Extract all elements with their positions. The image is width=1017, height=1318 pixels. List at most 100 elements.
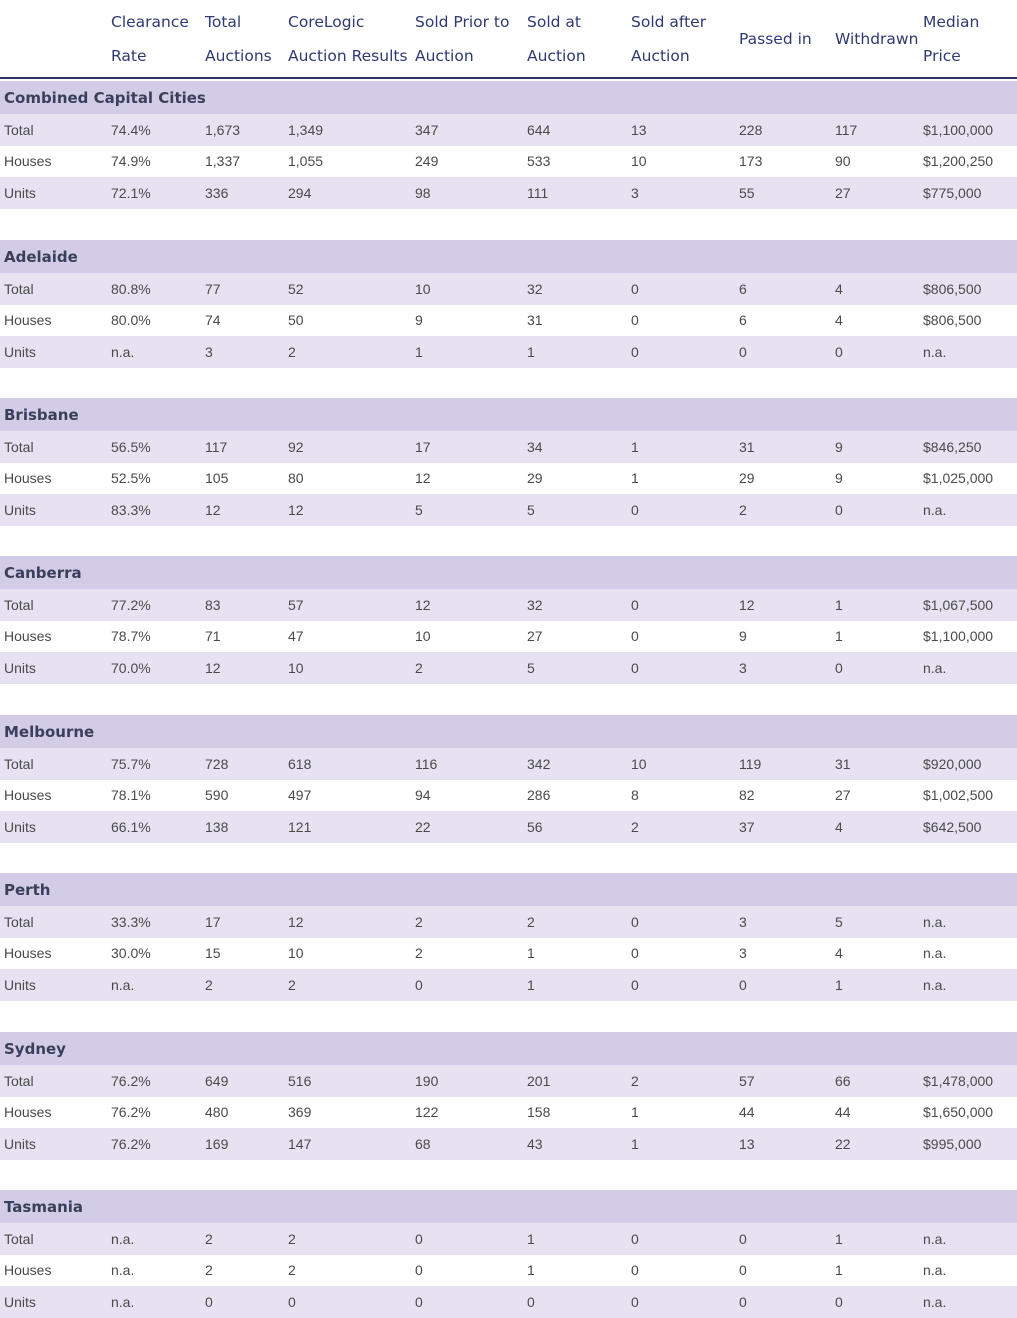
- table-header: Clearance Rate Total Auctions CoreLogic Au…: [0, 0, 1017, 79]
- clearance-rate: n.a.: [111, 1293, 135, 1310]
- sold-after: 13: [631, 121, 647, 138]
- passed-in: 173: [739, 153, 763, 170]
- header-total-auctions: Total Auctions: [205, 12, 272, 65]
- sold-at: 56: [527, 818, 543, 835]
- clearance-rate: 83.3%: [111, 501, 151, 518]
- sold-after: 2: [631, 818, 639, 835]
- passed-in: 3: [739, 945, 747, 962]
- section-header: Tasmania: [0, 1190, 1017, 1223]
- sold-prior: 9: [415, 312, 423, 329]
- sold-at: 201: [527, 1072, 551, 1089]
- passed-in: 13: [739, 1135, 755, 1152]
- clearance-rate: 66.1%: [111, 818, 151, 835]
- corelogic-results: 10: [288, 659, 304, 676]
- sold-prior: 22: [415, 818, 431, 835]
- row-label: Houses: [4, 470, 52, 487]
- sold-at: 1: [527, 1230, 535, 1247]
- median-price: n.a.: [923, 1262, 947, 1279]
- withdrawn: 27: [835, 184, 851, 201]
- passed-in: 3: [739, 913, 747, 930]
- sold-after: 0: [631, 596, 639, 613]
- sold-at: 5: [527, 501, 535, 518]
- sold-prior: 0: [415, 976, 423, 993]
- corelogic-results: 57: [288, 596, 304, 613]
- passed-in: 6: [739, 312, 747, 329]
- table-row: Total 56.5% 117 92 17 34 1 31 9 $846,250: [0, 431, 1017, 463]
- withdrawn: 90: [835, 153, 851, 170]
- sold-after: 0: [631, 628, 639, 645]
- section-header: Brisbane: [0, 398, 1017, 431]
- withdrawn: 4: [835, 280, 843, 297]
- total-auctions: 728: [205, 755, 229, 772]
- corelogic-results: 10: [288, 945, 304, 962]
- withdrawn: 0: [835, 501, 843, 518]
- median-price: n.a.: [923, 945, 947, 962]
- sold-at: 111: [527, 184, 549, 201]
- sold-at: 158: [527, 1104, 551, 1121]
- sold-prior: 5: [415, 501, 423, 518]
- sold-at: 0: [527, 1293, 535, 1310]
- row-label: Houses: [4, 787, 52, 804]
- sold-prior: 122: [415, 1104, 439, 1121]
- total-auctions: 590: [205, 787, 229, 804]
- passed-in: 44: [739, 1104, 755, 1121]
- corelogic-results: 47: [288, 628, 304, 645]
- table-row: Houses 80.0% 74 50 9 31 0 6 4 $806,500: [0, 304, 1017, 337]
- sold-after: 0: [631, 913, 639, 930]
- clearance-rate: 72.1%: [111, 184, 151, 201]
- header-corelogic-results: CoreLogic Auction Results: [288, 12, 408, 65]
- row-label: Total: [4, 1230, 34, 1247]
- total-auctions: 77: [205, 280, 221, 297]
- clearance-rate: 30.0%: [111, 945, 151, 962]
- sold-prior: 0: [415, 1293, 423, 1310]
- clearance-rate: 76.2%: [111, 1104, 151, 1121]
- table-row: Units n.a. 0 0 0 0 0 0 0 n.a.: [0, 1286, 1017, 1318]
- sold-prior: 12: [415, 470, 431, 487]
- row-label: Total: [4, 1072, 34, 1089]
- total-auctions: 2: [205, 1262, 213, 1279]
- table-row: Total n.a. 2 2 0 1 0 0 1 n.a.: [0, 1223, 1017, 1255]
- sold-after: 10: [631, 755, 647, 772]
- table-row: Units 83.3% 12 12 5 5 0 2 0 n.a.: [0, 494, 1017, 526]
- withdrawn: 22: [835, 1135, 851, 1152]
- header-withdrawn: Withdrawn: [835, 29, 919, 48]
- passed-in: 3: [739, 659, 747, 676]
- median-price: $642,500: [923, 818, 982, 835]
- row-label: Houses: [4, 312, 52, 329]
- table-row: Units 66.1% 138 121 22 56 2 37 4 $642,500: [0, 811, 1017, 843]
- section-title: Tasmania: [4, 1198, 84, 1216]
- sold-at: 1: [527, 976, 535, 993]
- corelogic-results: 516: [288, 1072, 312, 1089]
- clearance-rate: 77.2%: [111, 596, 151, 613]
- total-auctions: 117: [205, 438, 228, 455]
- corelogic-results: 50: [288, 312, 304, 329]
- median-price: $995,000: [923, 1135, 982, 1152]
- total-auctions: 12: [205, 659, 221, 676]
- withdrawn: 31: [835, 755, 851, 772]
- withdrawn: 1: [835, 976, 843, 993]
- row-label: Total: [4, 121, 34, 138]
- total-auctions: 0: [205, 1293, 213, 1310]
- withdrawn: 0: [835, 1293, 843, 1310]
- sold-at: 5: [527, 659, 535, 676]
- passed-in: 82: [739, 787, 755, 804]
- passed-in: 9: [739, 628, 747, 645]
- section-title: Perth: [4, 881, 51, 899]
- total-auctions: 74: [205, 312, 221, 329]
- passed-in: 6: [739, 280, 747, 297]
- total-auctions: 169: [205, 1135, 229, 1152]
- corelogic-results: 1,349: [288, 121, 324, 138]
- passed-in: 119: [739, 755, 762, 772]
- clearance-rate: 33.3%: [111, 913, 151, 930]
- row-label: Houses: [4, 945, 52, 962]
- median-price: n.a.: [923, 913, 947, 930]
- withdrawn: 0: [835, 659, 843, 676]
- table-row: Units 76.2% 169 147 68 43 1 13 22 $995,000: [0, 1128, 1017, 1160]
- median-price: $1,650,000: [923, 1104, 994, 1121]
- median-price: n.a.: [923, 1230, 947, 1247]
- passed-in: 37: [739, 818, 755, 835]
- median-price: $1,100,000: [923, 121, 994, 138]
- table-row: Total 75.7% 728 618 116 342 10 119 31 $920,000: [0, 748, 1017, 780]
- table-row: Houses 74.9% 1,337 1,055 249 533 10 173 90 $1,200…: [0, 145, 1017, 178]
- corelogic-results: 52: [288, 280, 304, 297]
